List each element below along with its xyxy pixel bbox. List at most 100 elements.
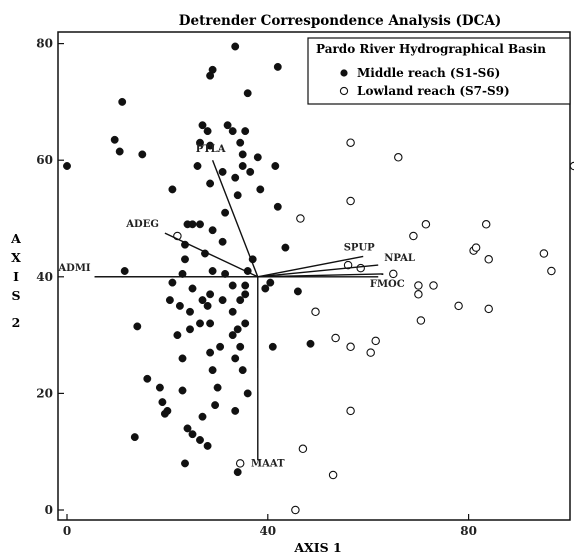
middle-point [208,267,217,275]
middle-point [196,436,204,444]
middle-point [186,307,194,316]
middle-point [236,342,245,351]
middle-point [203,441,212,450]
legend-box [307,37,571,105]
lowland-point [346,342,355,352]
middle-point [273,202,282,211]
lowland-point [481,220,491,229]
middle-point [115,147,124,156]
middle-point [281,243,290,252]
lowland-point [569,161,574,171]
middle-point [218,296,227,305]
middle-point [233,468,242,477]
legend: Pardo River Hydrographical Basin Middle … [307,37,571,105]
lowland-point [547,266,556,276]
middle-point [188,430,197,439]
y-tick-label: 0 [45,503,53,517]
middle-point [223,121,232,130]
middle-point [233,191,242,200]
middle-point [168,185,177,194]
lowland-point [414,290,423,299]
middle-point [266,278,275,287]
middle-point [196,319,204,328]
middle-point [221,208,230,217]
middle-point [196,220,204,229]
middle-point [178,269,187,278]
vector-label-adeg: ADEG [125,219,159,230]
lowland-point [416,316,426,325]
legend-marker-middle [340,69,348,77]
middle-point [261,284,270,293]
middle-point [181,255,189,264]
middle-point [188,284,197,293]
legend-item-middle: Middle reach (S1-S6) [357,66,500,80]
middle-point [241,290,250,299]
y-tick-label: 80 [36,37,53,51]
middle-point [218,167,227,176]
middle-point [246,167,255,176]
middle-point [236,296,245,305]
lowland-point [484,255,493,264]
middle-point [241,319,250,328]
vector-label-npal: NPAL [384,253,415,264]
y-tick-label: 40 [36,270,53,284]
lowland-point [356,263,365,273]
middle-point [63,162,71,170]
lowland-point [394,153,403,162]
legend-title: Pardo River Hydrographical Basin [316,42,546,56]
vector-line-adeg [164,232,259,278]
plot-frame [57,31,571,521]
environmental-vectors: PTLA ADEG ADMI SPUP NPAL FMOC MAAT [57,144,415,469]
chart-title: Detrender Correspondence Analysis (DCA) [179,13,501,29]
lowland-point [331,333,340,343]
lowland-point [235,459,245,468]
axis-ticks: 0 20 40 60 80 0 40 80 [36,37,477,538]
middle-point [181,459,189,468]
middle-point [120,267,129,275]
middle-point [188,220,197,229]
middle-point [231,354,240,363]
middle-point [158,398,167,407]
middle-point [238,162,247,170]
middle-point [208,366,217,375]
middle-point [218,237,227,246]
lowland-point [328,470,338,480]
lowland-point [471,243,481,252]
middle-point [241,127,250,136]
middle-point [208,226,217,235]
middle-point [198,296,207,305]
lowland-point [484,304,493,314]
middle-point [133,322,142,331]
vector-line-ptla [211,159,259,278]
chart-marks [63,42,574,515]
x-tick-label: 80 [460,524,477,538]
middle-point [155,383,164,392]
middle-point [173,331,182,340]
middle-point [231,42,240,51]
middle-point [256,185,265,194]
middle-point [243,389,252,398]
middle-point [233,325,242,334]
middle-point [221,269,230,278]
vector-line-spup [257,255,364,278]
middle-point [228,307,237,316]
x-tick-label: 40 [259,524,276,538]
y-tick-label: 60 [36,153,53,167]
middle-point [238,150,247,159]
middle-point [198,121,207,130]
lowland-point [454,301,463,311]
lowland-point [539,249,549,258]
middle-point [228,331,237,340]
middle-point [175,301,184,310]
lowland-point [366,348,375,357]
middle-point [206,348,215,357]
middle-point [163,406,172,415]
vector-label-admi: ADMI [57,263,91,274]
middle-point [203,127,212,136]
x-tick-label: 0 [63,524,71,538]
middle-point [130,433,139,442]
lowland-point [389,269,398,279]
middle-point [138,150,147,159]
